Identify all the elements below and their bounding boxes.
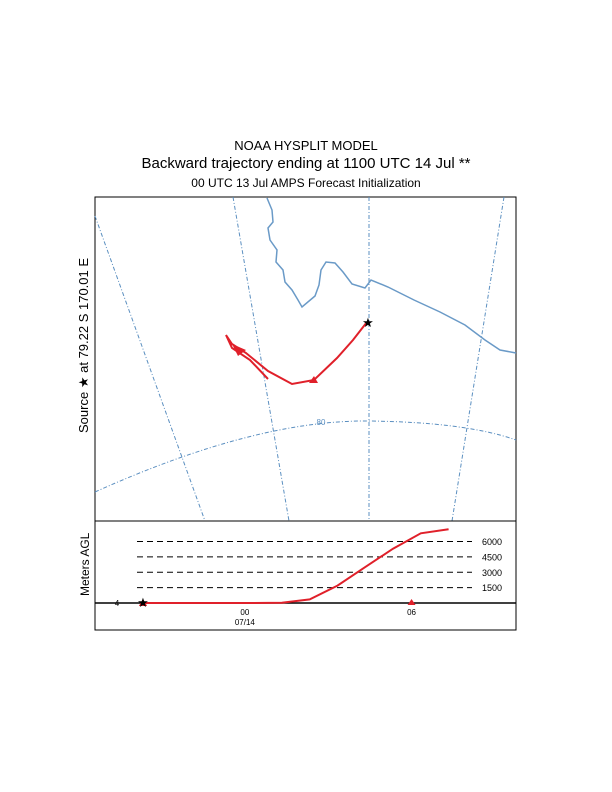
map-grid (94, 196, 517, 522)
chart-subtitle: 00 UTC 13 Jul AMPS Forecast Initializati… (191, 176, 421, 190)
chart-title-model: NOAA HYSPLIT MODEL (234, 138, 378, 153)
time-tick-label: 06 (407, 608, 416, 617)
meridian-line (94, 215, 206, 522)
meridian-line (451, 196, 505, 522)
time-tick-label: 4 (115, 599, 120, 608)
map-frame (94, 196, 517, 522)
height-level-label: 6000 (482, 537, 502, 547)
height-level-label: 4500 (482, 552, 502, 562)
height-trajectory-line (143, 528, 449, 604)
date-label: 07/14 (235, 618, 256, 627)
source-star-marker: ★ (362, 316, 374, 331)
meridian-line (232, 196, 290, 522)
height-trajectory-marker (407, 599, 416, 605)
height-level-label: 3000 (482, 568, 502, 578)
trajectory-path (225, 321, 368, 386)
latitude-circle (94, 420, 517, 493)
trajectory-marker (232, 344, 246, 356)
height-source-star: ★ (137, 596, 149, 611)
trajectory-marker (309, 376, 318, 383)
chart-title: Backward trajectory ending at 1100 UTC 1… (141, 155, 471, 172)
latitude-label: 80 (317, 418, 326, 427)
height-panel-frame (94, 520, 517, 631)
time-tick-label: 00 (240, 608, 249, 617)
height-trajectory-marker (139, 599, 147, 606)
height-level-label: 1500 (482, 583, 502, 593)
coastline (266, 197, 517, 354)
